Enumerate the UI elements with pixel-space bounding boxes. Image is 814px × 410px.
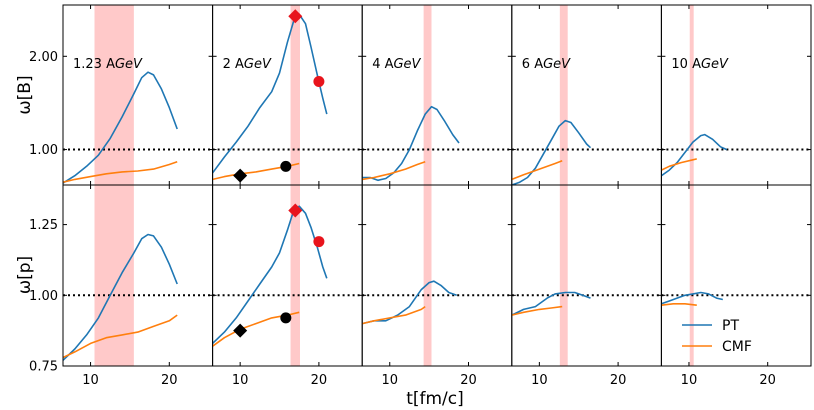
energy-label: 6 AGeV [522,57,571,72]
freeze-out-band [290,5,300,185]
pt-curve [661,133,728,177]
panel-frame [212,184,363,367]
panel-frame [62,184,214,367]
x-tick-label: 10 [681,373,698,388]
panel-frame [511,184,662,367]
cmf-curve [661,158,697,171]
y-tick-label: 1.00 [29,289,58,304]
energy-label: 1.23 AGeV [73,57,143,72]
x-tick-label: 20 [311,373,328,388]
pt-curve [362,105,460,182]
cmf-curve [362,160,426,181]
red-circle-marker [313,75,325,87]
y-tick-label: 0.75 [29,360,58,375]
pt-curve [212,13,328,174]
y-tick-label: 2.00 [29,50,58,65]
panel-frame [212,4,363,186]
cmf-curve [362,305,426,325]
panel-frame [361,4,513,186]
cmf-curve [63,160,178,183]
x-tick-label: 20 [610,373,627,388]
red-circle-marker [313,236,325,248]
legend-label-cmf: CMF [722,339,752,355]
red-diamond-marker [288,9,303,24]
black-circle-marker [280,160,292,172]
panel-p-4 [661,185,811,366]
panel-grid: 1.00 2.00 1.23 AGeV 2 AGeV 4 AGeV 6 AGeV 10 AG… [29,4,812,388]
pt-curve [362,280,457,325]
x-axis-label: t[fm/c] [406,389,464,409]
energy-label: 2 AGeV [223,57,272,72]
panel-frame [511,4,662,186]
red-diamond-marker [288,203,303,218]
panel-B-4 [661,5,811,185]
legend-label-pt: PT [722,318,739,334]
freeze-out-band [290,185,300,366]
black-circle-marker [280,312,292,324]
cmf-curve [63,314,178,359]
freeze-out-band [559,185,568,366]
freeze-out-band [559,5,568,185]
panel-B-2 [362,5,512,185]
x-tick-label: 20 [759,373,776,388]
cmf-curve [661,302,697,306]
cmf-curve [511,305,563,316]
energy-label: 4 AGeV [372,57,421,72]
x-tick-label: 20 [460,373,477,388]
freeze-out-band [689,5,694,185]
freeze-out-band [94,5,134,185]
x-tick-label: 10 [82,373,99,388]
pt-curve [511,119,592,185]
panel-frame [660,184,812,367]
freeze-out-band [689,185,694,366]
freeze-out-band [423,185,432,366]
panel-frame [62,4,214,186]
panel-p-0 [63,185,213,366]
freeze-out-band [423,5,432,185]
energy-label: 10 AGeV [671,57,729,72]
y-axis-label-row-p: ω[p] [15,256,35,294]
y-tick-label: 1.00 [29,143,58,158]
pt-curve [661,291,723,305]
panel-frame [660,4,812,186]
x-tick-label: 20 [161,373,178,388]
pt-curve [212,205,328,344]
y-axis-label-row-B: ω[B] [15,75,35,114]
panel-p-3 [511,185,662,366]
panel-B-1 [212,5,363,185]
black-diamond-marker [233,168,248,183]
legend: PT CMF [682,318,752,355]
pt-curve [63,233,178,361]
x-tick-label: 10 [531,373,548,388]
panel-p-1 [212,185,363,366]
cmf-curve [511,160,563,181]
panel-frame [361,184,513,367]
x-tick-label: 10 [381,373,398,388]
freeze-out-band [94,185,134,366]
y-tick-label: 1.25 [29,218,58,233]
x-tick-label: 10 [232,373,249,388]
panel-p-2 [362,185,512,366]
black-diamond-marker [233,323,248,338]
panel-B-3 [511,5,662,185]
pt-curve [511,291,591,316]
panel-B-0 [63,5,213,185]
pt-curve [63,71,178,184]
